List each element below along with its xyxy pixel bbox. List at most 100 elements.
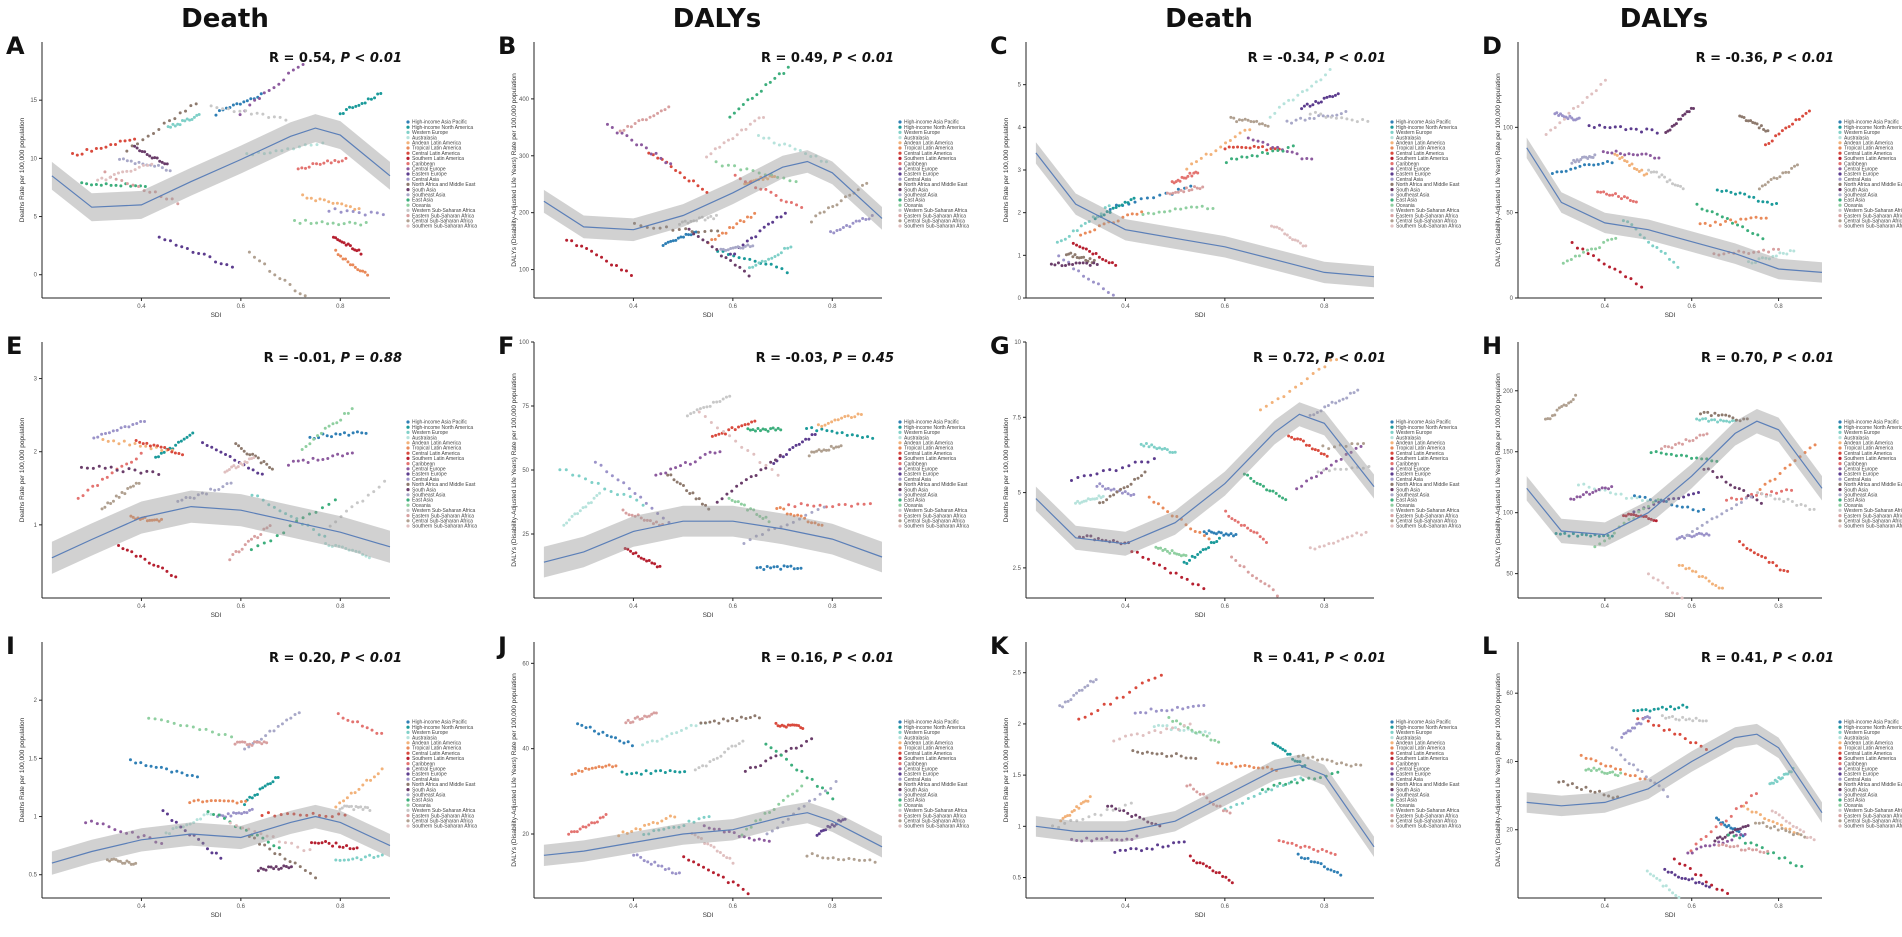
data-point: [259, 832, 263, 836]
data-point: [166, 448, 170, 452]
data-point: [296, 167, 300, 171]
data-point: [90, 183, 94, 187]
data-point: [1783, 466, 1787, 470]
data-point: [1129, 482, 1133, 486]
data-point: [831, 856, 835, 860]
legend-swatch: [406, 488, 410, 492]
legend-label: Central Sub-Saharan Africa: [1396, 819, 1457, 825]
data-point: [337, 544, 341, 548]
data-point: [1362, 442, 1366, 446]
data-point: [682, 824, 686, 828]
data-point: [256, 869, 260, 873]
data-point: [1808, 446, 1812, 450]
legend-swatch: [1390, 798, 1394, 802]
data-point: [628, 495, 632, 499]
data-point: [703, 452, 707, 456]
data-point: [291, 68, 295, 72]
data-point: [837, 503, 841, 507]
data-point: [1195, 790, 1199, 794]
data-point: [1281, 496, 1285, 500]
data-point: [1075, 229, 1079, 233]
data-point: [753, 259, 757, 263]
data-point: [202, 813, 206, 817]
data-point: [721, 247, 725, 251]
data-point: [1584, 785, 1588, 789]
legend-label: Eastern Sub-Saharan Africa: [1396, 513, 1458, 519]
data-point: [327, 544, 331, 548]
data-point: [1090, 839, 1094, 843]
data-point: [142, 189, 146, 193]
data-point: [1742, 116, 1746, 120]
data-point: [866, 435, 870, 439]
data-point: [1352, 391, 1356, 395]
data-point: [755, 566, 759, 570]
data-point: [1725, 839, 1729, 843]
data-point: [304, 166, 308, 170]
data-point: [1296, 437, 1300, 441]
data-point: [709, 229, 713, 233]
legend-label: High-income North America: [1396, 425, 1457, 431]
data-point: [1317, 367, 1321, 371]
data-point: [352, 808, 356, 812]
data-point: [213, 488, 217, 492]
legend-swatch: [1838, 172, 1842, 176]
data-point: [1236, 520, 1240, 524]
data-point: [639, 516, 643, 520]
data-point: [715, 849, 719, 853]
data-point: [761, 178, 765, 182]
legend-swatch: [898, 156, 902, 160]
data-point: [819, 449, 823, 453]
data-point: [1071, 229, 1075, 233]
data-point: [200, 491, 204, 495]
data-point: [1644, 152, 1648, 156]
data-point: [1225, 809, 1229, 813]
data-point: [1700, 523, 1704, 527]
data-point: [221, 814, 225, 818]
data-point: [746, 892, 750, 896]
x-tick-label: 0.4: [629, 904, 638, 910]
data-point: [228, 558, 232, 562]
data-point: [120, 464, 124, 468]
data-point: [1756, 199, 1760, 203]
data-point: [1677, 441, 1681, 445]
data-point: [1141, 555, 1145, 559]
data-point: [1174, 752, 1178, 756]
data-point: [1186, 726, 1190, 730]
data-point: [1694, 873, 1698, 877]
legend-swatch: [898, 151, 902, 155]
y-tick-label: 5: [1018, 83, 1022, 89]
data-point: [125, 548, 129, 552]
data-point: [835, 203, 839, 207]
data-point: [649, 152, 653, 156]
data-point: [1638, 233, 1642, 237]
data-point: [247, 466, 251, 470]
data-point: [1742, 804, 1746, 808]
y-tick-label: 75: [522, 404, 529, 410]
data-point: [1317, 101, 1321, 105]
data-point: [1255, 531, 1259, 535]
fit-line: [1526, 420, 1823, 536]
data-point: [1122, 809, 1126, 813]
data-point: [1061, 816, 1065, 820]
data-point: [1147, 731, 1151, 735]
data-point: [1759, 501, 1763, 505]
legend-swatch: [406, 141, 410, 145]
data-point: [1173, 726, 1177, 730]
data-point: [717, 721, 721, 725]
data-point: [1114, 263, 1118, 267]
correlation-label: R = -0.34, P < 0.01: [1248, 51, 1386, 66]
data-point: [125, 462, 129, 466]
data-point: [1255, 119, 1259, 123]
data-point: [85, 148, 89, 152]
p-value: P = 0.88: [340, 351, 402, 366]
data-point: [248, 453, 252, 457]
data-point: [1322, 865, 1326, 869]
data-point: [1667, 257, 1671, 261]
data-point: [1224, 161, 1228, 165]
data-point: [769, 427, 773, 431]
data-point: [238, 113, 242, 117]
data-point: [845, 224, 849, 228]
data-point: [238, 102, 242, 106]
data-point: [1801, 114, 1805, 118]
data-point: [280, 149, 284, 153]
